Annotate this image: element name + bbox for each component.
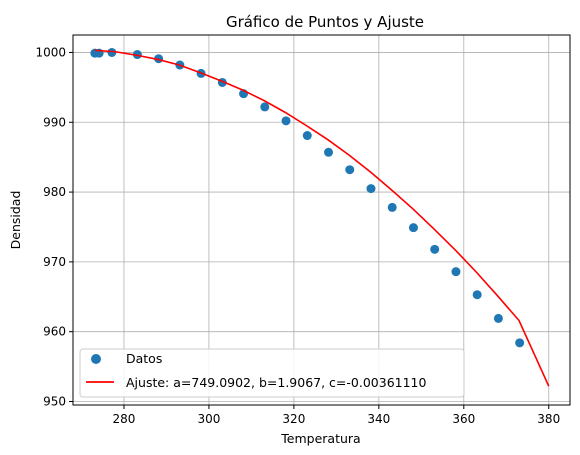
axis-ticks: 280 300 320 340 360 380 950 960 970 980 990 1000 bbox=[35, 45, 560, 426]
x-tick-label: 340 bbox=[367, 412, 390, 426]
data-point bbox=[302, 131, 312, 141]
x-axis-label: Temperatura bbox=[280, 431, 360, 446]
y-tick-label: 970 bbox=[43, 255, 66, 269]
data-point bbox=[281, 116, 291, 126]
data-point bbox=[366, 184, 376, 194]
x-tick-label: 320 bbox=[282, 412, 305, 426]
legend: Datos Ajuste: a=749.0902, b=1.9067, c=-0… bbox=[79, 348, 465, 398]
legend-label-ajuste: Ajuste: a=749.0902, b=1.9067, c=-0.00361… bbox=[126, 375, 427, 390]
data-point bbox=[345, 165, 355, 175]
data-point bbox=[132, 50, 142, 60]
x-tick-label: 280 bbox=[113, 412, 136, 426]
data-point bbox=[515, 338, 525, 348]
x-tick-label: 300 bbox=[197, 412, 220, 426]
legend-box bbox=[79, 348, 465, 398]
legend-label-datos: Datos bbox=[126, 351, 162, 366]
y-tick-label: 960 bbox=[43, 325, 66, 339]
data-point bbox=[324, 147, 334, 157]
data-point bbox=[430, 244, 440, 254]
data-point bbox=[387, 202, 397, 212]
y-axis-label: Densidad bbox=[8, 191, 23, 250]
y-tick-label: 950 bbox=[43, 395, 66, 409]
data-point bbox=[107, 47, 117, 57]
data-point bbox=[493, 313, 503, 323]
y-tick-label: 980 bbox=[43, 185, 66, 199]
x-tick-label: 360 bbox=[452, 412, 475, 426]
x-tick-label: 380 bbox=[537, 412, 560, 426]
data-point bbox=[408, 223, 418, 233]
chart-title: Gráfico de Puntos y Ajuste bbox=[226, 13, 424, 31]
plot-frame bbox=[72, 34, 571, 406]
data-point bbox=[472, 290, 482, 300]
data-point bbox=[260, 102, 270, 112]
y-tick-label: 990 bbox=[43, 115, 66, 129]
fit-line bbox=[94, 49, 550, 387]
legend-marker-datos bbox=[91, 354, 101, 364]
series-layer bbox=[90, 47, 550, 387]
y-tick-label: 1000 bbox=[35, 45, 66, 59]
data-point bbox=[451, 267, 461, 277]
grid-lines bbox=[73, 35, 570, 405]
